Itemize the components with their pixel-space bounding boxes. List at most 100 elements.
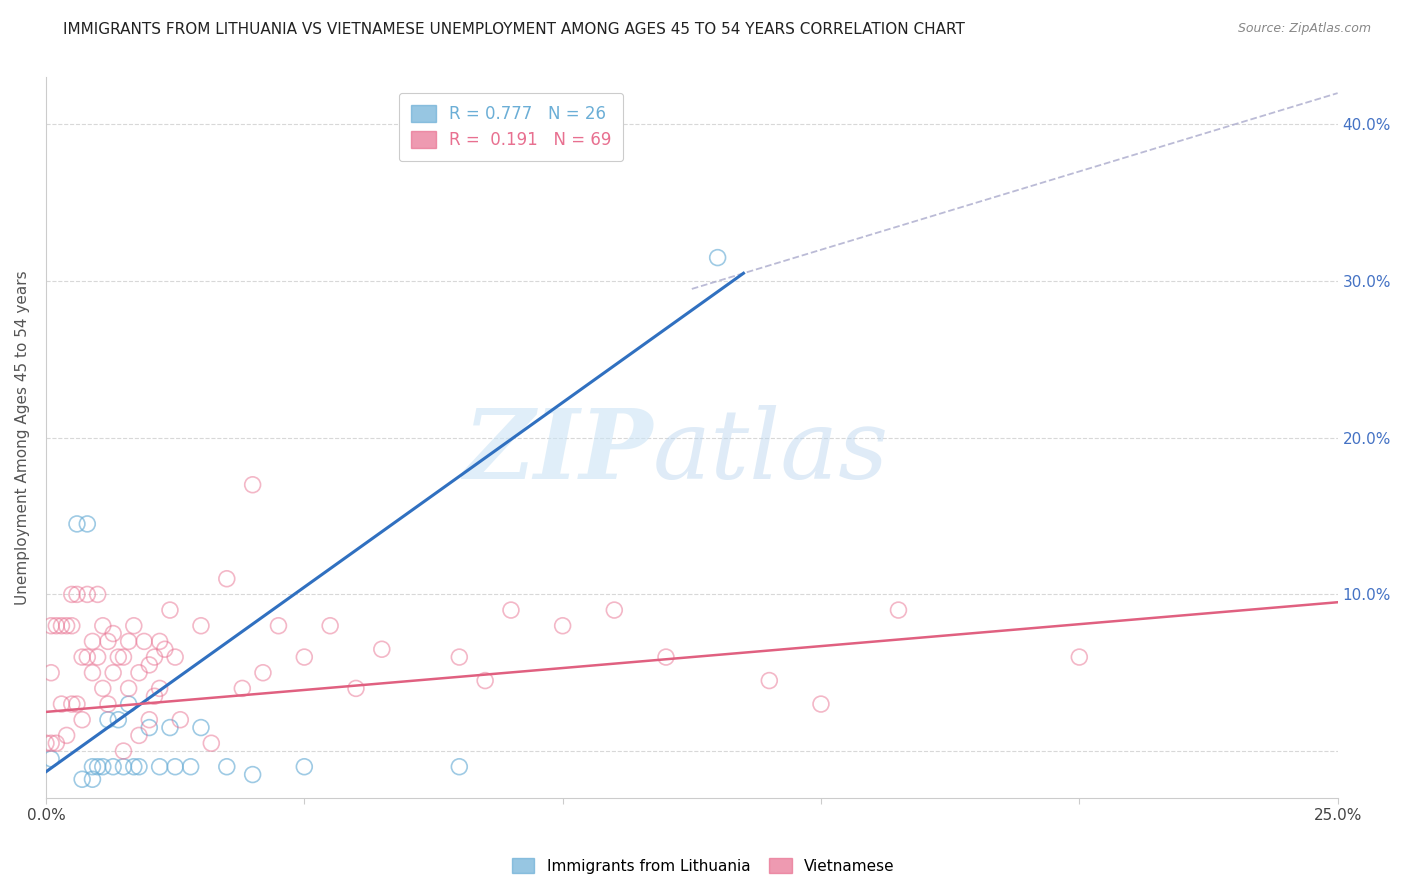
Text: atlas: atlas	[652, 405, 889, 500]
Point	[117, 681, 139, 696]
Point	[82, 772, 104, 787]
Point	[706, 251, 728, 265]
Point	[86, 760, 108, 774]
Point	[60, 619, 83, 633]
Point	[39, 619, 62, 633]
Point	[134, 634, 156, 648]
Point	[143, 690, 166, 704]
Point	[70, 650, 93, 665]
Point	[86, 650, 108, 665]
Point	[165, 760, 187, 774]
Point	[70, 772, 93, 787]
Legend: Immigrants from Lithuania, Vietnamese: Immigrants from Lithuania, Vietnamese	[506, 852, 900, 880]
Point	[252, 665, 274, 680]
Point	[474, 673, 496, 688]
Point	[101, 665, 124, 680]
Y-axis label: Unemployment Among Ages 45 to 54 years: Unemployment Among Ages 45 to 54 years	[15, 270, 30, 605]
Point	[39, 752, 62, 766]
Point	[51, 697, 73, 711]
Point	[86, 587, 108, 601]
Point	[97, 697, 120, 711]
Point	[39, 736, 62, 750]
Point	[66, 587, 89, 601]
Point	[887, 603, 910, 617]
Point	[551, 619, 574, 633]
Point	[117, 634, 139, 648]
Point	[122, 760, 145, 774]
Point	[101, 626, 124, 640]
Point	[200, 736, 222, 750]
Text: Source: ZipAtlas.com: Source: ZipAtlas.com	[1237, 22, 1371, 36]
Point	[51, 619, 73, 633]
Point	[603, 603, 626, 617]
Point	[128, 760, 150, 774]
Point	[138, 713, 160, 727]
Point	[165, 650, 187, 665]
Point	[149, 634, 172, 648]
Point	[159, 603, 181, 617]
Point	[66, 516, 89, 531]
Point	[242, 767, 264, 781]
Point	[231, 681, 253, 696]
Point	[292, 760, 315, 774]
Point	[215, 760, 238, 774]
Point	[371, 642, 394, 657]
Point	[190, 619, 212, 633]
Point	[758, 673, 780, 688]
Point	[810, 697, 832, 711]
Point	[112, 760, 135, 774]
Point	[128, 728, 150, 742]
Point	[292, 650, 315, 665]
Point	[159, 721, 181, 735]
Point	[82, 634, 104, 648]
Point	[112, 650, 135, 665]
Point	[112, 744, 135, 758]
Point	[35, 736, 58, 750]
Point	[242, 477, 264, 491]
Point	[76, 516, 98, 531]
Point	[149, 681, 172, 696]
Point	[138, 721, 160, 735]
Point	[82, 760, 104, 774]
Point	[97, 713, 120, 727]
Point	[153, 642, 176, 657]
Point	[45, 736, 67, 750]
Point	[39, 665, 62, 680]
Point	[344, 681, 367, 696]
Point	[190, 721, 212, 735]
Point	[60, 587, 83, 601]
Point	[82, 665, 104, 680]
Point	[267, 619, 290, 633]
Point	[60, 697, 83, 711]
Text: IMMIGRANTS FROM LITHUANIA VS VIETNAMESE UNEMPLOYMENT AMONG AGES 45 TO 54 YEARS C: IMMIGRANTS FROM LITHUANIA VS VIETNAMESE …	[63, 22, 965, 37]
Point	[55, 619, 77, 633]
Point	[122, 619, 145, 633]
Point	[70, 713, 93, 727]
Text: ZIP: ZIP	[464, 405, 652, 500]
Point	[319, 619, 342, 633]
Point	[97, 634, 120, 648]
Point	[91, 681, 114, 696]
Point	[76, 587, 98, 601]
Point	[169, 713, 191, 727]
Point	[55, 728, 77, 742]
Point	[499, 603, 522, 617]
Point	[117, 697, 139, 711]
Point	[1069, 650, 1091, 665]
Point	[91, 760, 114, 774]
Point	[101, 760, 124, 774]
Point	[449, 760, 471, 774]
Point	[91, 619, 114, 633]
Point	[149, 760, 172, 774]
Point	[655, 650, 678, 665]
Point	[128, 665, 150, 680]
Point	[143, 650, 166, 665]
Point	[215, 572, 238, 586]
Point	[449, 650, 471, 665]
Point	[66, 697, 89, 711]
Point	[45, 619, 67, 633]
Point	[180, 760, 202, 774]
Point	[107, 650, 129, 665]
Point	[76, 650, 98, 665]
Point	[138, 657, 160, 672]
